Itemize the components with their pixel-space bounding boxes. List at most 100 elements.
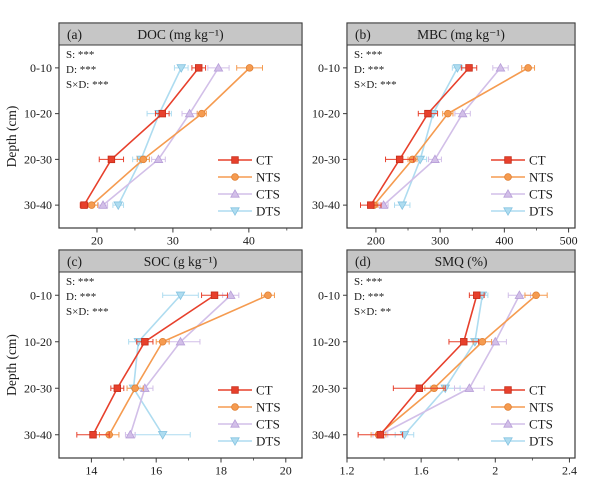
legend-item-ct: CT <box>491 153 546 168</box>
cts-point-0-10 <box>514 290 525 299</box>
legend-label: CT <box>529 383 546 398</box>
cts-point-0-10 <box>495 62 506 72</box>
y-tick-label: 20-30 <box>312 152 340 166</box>
stat-annotation: S: *** <box>354 276 382 288</box>
y-axis-title: Depth (cm) <box>4 334 19 396</box>
series-line <box>132 294 182 436</box>
panel-title: SOC (g kg⁻¹) <box>144 254 217 269</box>
legend-marker-dts <box>230 437 240 447</box>
x-tick-label: 40 <box>243 234 255 248</box>
cts-point-0-10 <box>213 62 224 72</box>
panel-label: (a) <box>67 27 82 42</box>
series-line <box>108 294 269 436</box>
series-line <box>102 67 220 206</box>
dts-point-0-10 <box>175 291 186 301</box>
ct-point-10-20 <box>141 338 149 346</box>
legend: CT NTS CTS DTS <box>218 153 281 219</box>
nts-point-20-30 <box>131 384 139 393</box>
cts-point-20-30 <box>430 154 440 163</box>
legend-item-nts: NTS <box>491 170 554 185</box>
legend-label: DTS <box>529 204 554 219</box>
y-tick-label: 20-30 <box>24 152 52 166</box>
legend-item-nts: NTS <box>218 170 281 185</box>
series-nts <box>85 64 264 209</box>
dts-point-0-10 <box>176 64 187 73</box>
panel-label: (b) <box>355 27 371 42</box>
panel-header <box>346 22 576 46</box>
stat-annotation: S: *** <box>66 49 94 61</box>
stat-annotation: D: *** <box>354 64 384 76</box>
legend-item-cts: CTS <box>491 417 553 432</box>
stat-annotation: S: *** <box>66 276 94 288</box>
legend-marker-dts <box>230 207 240 217</box>
panel-c: (c) SOC (g kg⁻¹) S: *** D: *** S×D: *** 0-10 1… <box>4 249 303 478</box>
panel-b: (b) MBC (mg kg⁻¹) S: *** D: *** S×D: *** 0-10… <box>312 22 578 248</box>
ct-point-30-40 <box>80 201 88 209</box>
cts-point-20-30 <box>153 154 164 163</box>
legend-label: NTS <box>256 400 281 415</box>
y-tick-label: 30-40 <box>312 198 340 212</box>
x-tick-label: 400 <box>495 234 513 248</box>
panel-d: (d) SMQ (%) S: *** D: *** S×D: ** 0-10 10-20 20… <box>312 249 577 478</box>
cts-point-20-30 <box>464 383 475 392</box>
series-line <box>383 67 502 206</box>
nts-point-0-10 <box>532 291 540 300</box>
legend-marker-ct <box>231 386 239 394</box>
cts-point-30-40 <box>125 429 136 439</box>
y-tick-label: 20-30 <box>24 381 52 395</box>
legend-marker-nts <box>231 173 239 181</box>
y-tick-label: 0-10 <box>318 288 340 302</box>
ct-point-20-30 <box>107 155 116 164</box>
y-tick-label: 0-10 <box>30 61 52 75</box>
legend-marker-cts <box>503 418 513 428</box>
nts-point-30-40 <box>87 201 96 209</box>
nts-point-0-10 <box>524 64 532 72</box>
legend-item-dts: DTS <box>491 204 554 219</box>
nts-point-10-20 <box>444 109 452 118</box>
legend-marker-nts <box>231 403 239 411</box>
legend-marker-ct <box>231 156 239 164</box>
legend-label: CTS <box>256 417 280 432</box>
y-tick-label: 10-20 <box>312 107 340 121</box>
cts-point-30-40 <box>98 200 108 209</box>
legend-label: CT <box>256 153 273 168</box>
legend: CT NTS CTS DTS <box>491 383 554 449</box>
x-tick-label: 2 <box>492 464 498 478</box>
nts-point-20-30 <box>139 155 148 164</box>
y-tick-label: 30-40 <box>312 428 340 442</box>
panel-title: SMQ (%) <box>435 254 488 269</box>
ct-point-10-20 <box>424 109 432 118</box>
legend-item-cts: CTS <box>218 417 280 432</box>
legend-marker-dts <box>503 437 513 447</box>
legend-label: CTS <box>529 187 553 202</box>
ct-point-10-20 <box>158 109 166 118</box>
dts-point-30-40 <box>157 431 168 440</box>
legend-item-ct: CT <box>218 153 273 168</box>
series-ct <box>359 64 478 209</box>
legend-label: DTS <box>529 434 554 449</box>
legend-item-cts: CTS <box>491 187 553 202</box>
panel-a: (a) DOC (mg kg⁻¹) S: *** D: *** S×D: *** 0-10… <box>4 22 303 248</box>
series-cts <box>97 62 230 209</box>
legend-item-ct: CT <box>218 383 273 398</box>
nts-point-10-20 <box>197 109 206 118</box>
series-line <box>91 67 251 206</box>
nts-point-10-20 <box>158 337 167 346</box>
panel-title: MBC (mg kg⁻¹) <box>417 27 505 42</box>
stat-annotation: S×D: *** <box>354 79 397 91</box>
legend-marker-nts <box>504 403 512 411</box>
series-line <box>129 294 232 435</box>
panel-title: DOC (mg kg⁻¹) <box>137 27 223 42</box>
x-tick-label: 20 <box>280 464 292 478</box>
x-tick-label: 300 <box>431 234 449 248</box>
x-tick-label: 20 <box>91 234 103 248</box>
panel-header <box>58 249 303 273</box>
legend: CT NTS CTS DTS <box>491 153 554 219</box>
dts-point-0-10 <box>452 64 463 73</box>
x-tick-label: 16 <box>150 464 162 478</box>
x-tick-label: 1.6 <box>414 464 429 478</box>
nts-point-0-10 <box>245 64 254 72</box>
stat-annotation: S×D: *** <box>66 79 109 91</box>
series-nts <box>370 291 548 439</box>
